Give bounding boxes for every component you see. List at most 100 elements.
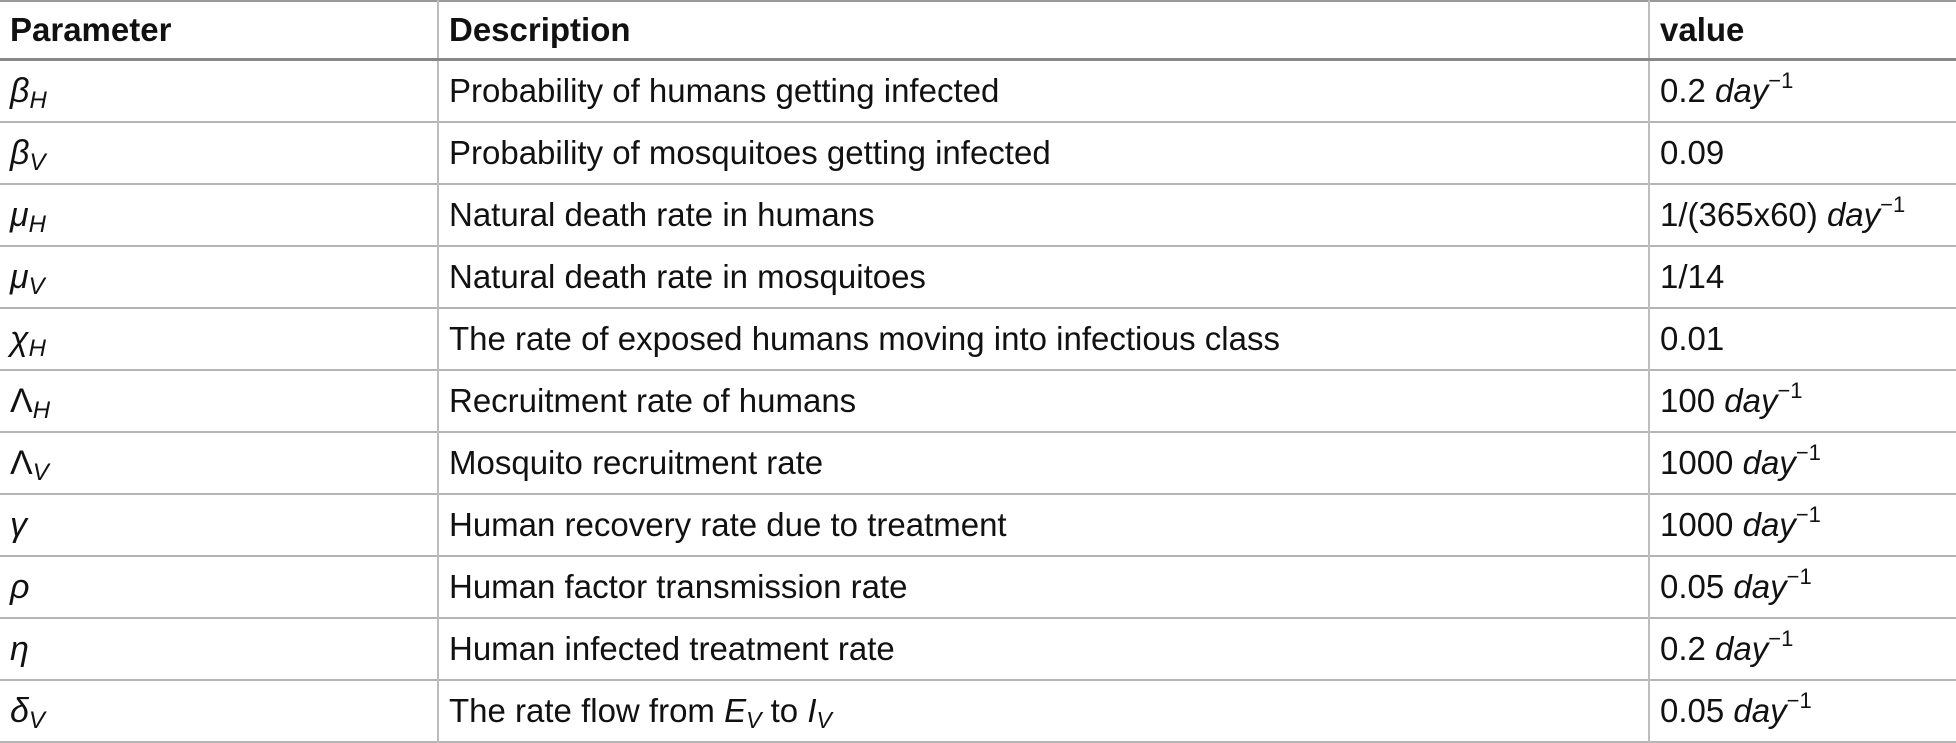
description-cell: Natural death rate in mosquitoes (437, 246, 1649, 308)
variable-subscript: V (816, 707, 832, 733)
description-cell: The rate of exposed humans moving into i… (437, 308, 1649, 370)
value-exponent: −1 (1795, 440, 1821, 465)
table-row: χH The rate of exposed humans moving into… (0, 308, 1956, 370)
value-unit: day (1715, 72, 1769, 109)
value-cell: 1/14 (1648, 246, 1956, 308)
value-number: 1000 (1660, 444, 1734, 481)
description-cell: Natural death rate in humans (437, 184, 1649, 246)
value-unit: day (1742, 506, 1796, 543)
header-description: Description (437, 1, 1649, 60)
description-text: Probability of mosquitoes getting infect… (449, 134, 1051, 171)
parameter-cell: ΛV (0, 432, 438, 494)
parameter-symbol: βV (10, 133, 45, 175)
parameter-cell: βH (0, 60, 438, 123)
description-cell: Human recovery rate due to treatment (437, 494, 1649, 556)
symbol-base: χ (10, 319, 29, 358)
description-text: Recruitment rate of humans (449, 382, 857, 419)
symbol-base: γ (10, 505, 27, 544)
value-number: 0.2 (1660, 630, 1706, 667)
symbol-subscript: H (29, 86, 47, 114)
symbol-subscript: V (28, 706, 45, 734)
description-cell: Probability of mosquitoes getting infect… (437, 122, 1649, 184)
parameter-symbol: μV (10, 257, 45, 299)
value-exponent: −1 (1795, 502, 1821, 527)
value-unit: day (1826, 196, 1881, 233)
symbol-base: μ (10, 195, 29, 234)
parameter-symbol: ρ (10, 568, 29, 606)
parameter-cell: η (0, 618, 438, 680)
value-exponent: −1 (1777, 378, 1803, 403)
parameter-symbol: χH (10, 319, 46, 361)
value-cell: 0.05 day−1 (1648, 680, 1956, 742)
value-number: 0.01 (1660, 320, 1725, 357)
parameter-cell: ρ (0, 556, 438, 618)
description-text: Natural death rate in humans (449, 196, 875, 233)
parameter-cell: δV (0, 680, 438, 742)
description-cell: Recruitment rate of humans (437, 370, 1649, 432)
table-body: βH Probability of humans getting infected… (0, 59, 1956, 742)
variable-base: I (807, 692, 817, 729)
symbol-base: η (10, 629, 29, 668)
description-cell: Mosquito recruitment rate (437, 432, 1649, 494)
symbol-subscript: V (28, 272, 45, 300)
parameter-symbol: μH (10, 195, 46, 237)
description-variable: IV (807, 692, 832, 732)
table-row: μV Natural death rate in mosquitoes 1/14 (0, 246, 1956, 308)
value-unit: day (1742, 444, 1796, 481)
symbol-subscript: V (32, 458, 49, 486)
value-number: 0.05 (1660, 568, 1725, 605)
header-parameter: Parameter (0, 1, 438, 60)
value-number: 0.05 (1660, 692, 1725, 729)
description-text: Human recovery rate due to treatment (449, 506, 1007, 543)
value-cell: 100 day−1 (1648, 370, 1956, 432)
value-unit: day (1733, 692, 1787, 729)
description-text: Mosquito recruitment rate (449, 444, 824, 481)
parameter-cell: βV (0, 122, 438, 184)
table-row: δV The rate flow from EV to IV 0.05 day−1 (0, 680, 1956, 742)
value-number: 100 (1660, 382, 1716, 419)
table-row: βV Probability of mosquitoes getting infe… (0, 122, 1956, 184)
description-cell: The rate flow from EV to IV (437, 680, 1649, 742)
value-number: 1000 (1660, 506, 1734, 543)
value-exponent: −1 (1768, 68, 1794, 93)
table-row: η Human infected treatment rate 0.2 day−1 (0, 618, 1956, 680)
value-unit: day (1724, 382, 1778, 419)
symbol-base: δ (10, 691, 29, 730)
symbol-base: Λ (10, 381, 33, 420)
parameter-cell: ΛH (0, 370, 438, 432)
symbol-base: μ (10, 257, 29, 296)
symbol-subscript: V (29, 148, 46, 176)
symbol-base: Λ (10, 443, 33, 482)
value-exponent: −1 (1786, 564, 1812, 589)
parameter-symbol: ΛV (10, 443, 49, 485)
symbol-subscript: H (32, 396, 51, 424)
value-number: 1/(365x60) (1660, 196, 1818, 233)
variable-subscript: V (746, 707, 762, 733)
parameter-cell: μV (0, 246, 438, 308)
value-exponent: −1 (1786, 688, 1812, 713)
value-cell: 1000 day−1 (1648, 494, 1956, 556)
symbol-base: β (10, 133, 30, 172)
symbol-base: ρ (10, 567, 30, 606)
description-text: Natural death rate in mosquitoes (449, 258, 926, 295)
description-cell: Probability of humans getting infected (437, 59, 1649, 122)
table-row: γ Human recovery rate due to treatment 100… (0, 494, 1956, 556)
parameter-cell: μH (0, 184, 438, 246)
parameter-symbol: γ (10, 506, 27, 544)
parameter-symbol: ΛH (10, 381, 50, 423)
table-row: μH Natural death rate in humans 1/(365x60)… (0, 184, 1956, 246)
value-cell: 0.09 (1648, 122, 1956, 184)
description-connector: to (761, 692, 808, 729)
description-text: Human factor transmission rate (449, 568, 908, 605)
description-variable: EV (724, 692, 761, 732)
table-row: ΛH Recruitment rate of humans 100 day−1 (0, 370, 1956, 432)
table-header: Parameter Description value (0, 1, 1956, 60)
value-exponent: −1 (1768, 626, 1794, 651)
parameter-symbol: βH (10, 72, 47, 113)
description-text: The rate flow from (449, 692, 725, 729)
value-cell: 1/(365x60) day−1 (1648, 184, 1956, 246)
table-row: ΛV Mosquito recruitment rate 1000 day−1 (0, 432, 1956, 494)
variable-base: E (724, 692, 747, 729)
parameter-cell: χH (0, 308, 438, 370)
